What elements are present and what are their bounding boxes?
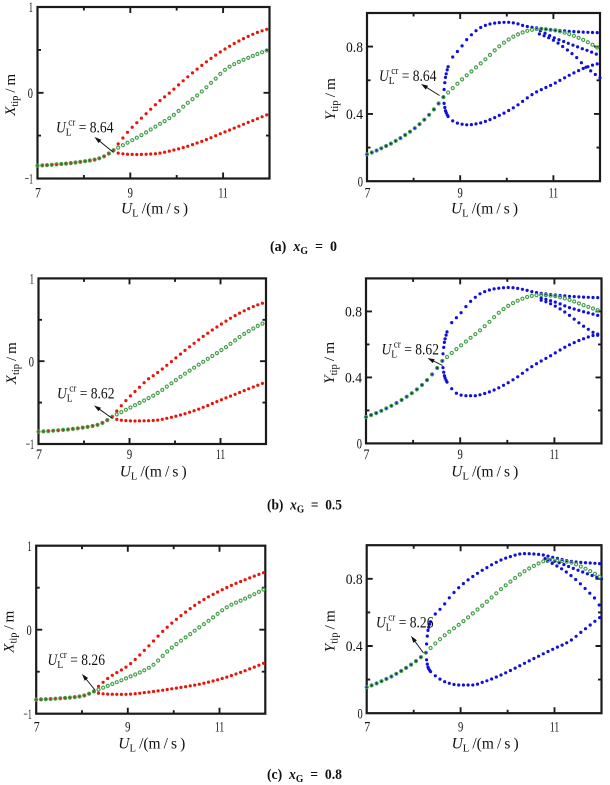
svg-text:−1: −1 [25,172,33,188]
svg-text:Xtip / m: Xtip / m [2,610,20,653]
svg-text:UL /(m / s ): UL /(m / s ) [118,736,185,755]
svg-text:7: 7 [34,720,40,736]
svg-text:Ytip / m: Ytip / m [322,342,340,384]
svg-text:0: 0 [27,623,32,639]
svg-text:−1: −1 [26,437,34,453]
svg-text:UL /(m / s ): UL /(m / s ) [451,464,518,483]
svg-text:11: 11 [549,186,558,202]
svg-text:1: 1 [27,539,31,555]
svg-text:9: 9 [458,720,463,736]
svg-text:ULcr = 8.26: ULcr = 8.26 [48,650,106,671]
svg-text:UL /(m / s ): UL /(m / s ) [120,464,187,483]
svg-text:0.8: 0.8 [346,572,363,588]
svg-text:0: 0 [29,354,34,370]
svg-text:11: 11 [219,186,228,202]
svg-text:Ytip / m: Ytip / m [323,78,341,120]
svg-text:Xtip / m: Xtip / m [4,342,22,385]
svg-text:1: 1 [29,0,33,16]
svg-text:0.4: 0.4 [346,639,363,655]
svg-text:UL /(m / s ): UL /(m / s ) [451,201,518,220]
svg-text:9: 9 [458,186,463,202]
svg-text:UL /(m / s ): UL /(m / s ) [121,201,188,220]
svg-text:7: 7 [35,186,41,202]
svg-text:0.8: 0.8 [345,305,362,321]
svg-text:ULcr = 8.26: ULcr = 8.26 [376,613,434,634]
svg-text:0.4: 0.4 [345,371,362,387]
svg-text:Ytip / m: Ytip / m [323,610,341,652]
svg-text:0.8: 0.8 [346,40,363,56]
svg-text:9: 9 [128,186,133,202]
svg-text:7: 7 [364,720,370,736]
svg-text:ULcr = 8.62: ULcr = 8.62 [57,384,115,405]
svg-text:ULcr = 8.64: ULcr = 8.64 [56,118,114,139]
svg-text:11: 11 [550,720,559,736]
svg-text:0: 0 [357,437,362,453]
svg-text:7: 7 [36,447,42,463]
svg-text:(a) xG = 0: (a) xG = 0 [270,239,337,257]
svg-text:UL /(m / s ): UL /(m / s ) [452,736,519,755]
svg-text:7: 7 [365,186,371,202]
svg-text:ULcr = 8.62: ULcr = 8.62 [382,340,440,361]
svg-text:0: 0 [358,174,363,190]
svg-text:0.4: 0.4 [346,107,363,123]
svg-text:9: 9 [458,447,463,463]
svg-text:9: 9 [125,720,130,736]
svg-text:11: 11 [216,447,225,463]
svg-text:(b) xG = 0.5: (b) xG = 0.5 [267,498,342,516]
svg-text:ULcr = 8.64: ULcr = 8.64 [379,66,437,87]
svg-text:11: 11 [550,447,559,463]
svg-text:0: 0 [358,706,363,722]
svg-text:0: 0 [28,86,33,102]
svg-text:Xtip / m: Xtip / m [3,73,21,116]
svg-text:11: 11 [215,720,224,736]
svg-text:−1: −1 [24,707,32,723]
svg-text:9: 9 [127,447,132,463]
svg-text:(c) xG = 0.8: (c) xG = 0.8 [267,767,342,785]
svg-text:1: 1 [30,272,34,288]
svg-text:7: 7 [364,447,370,463]
